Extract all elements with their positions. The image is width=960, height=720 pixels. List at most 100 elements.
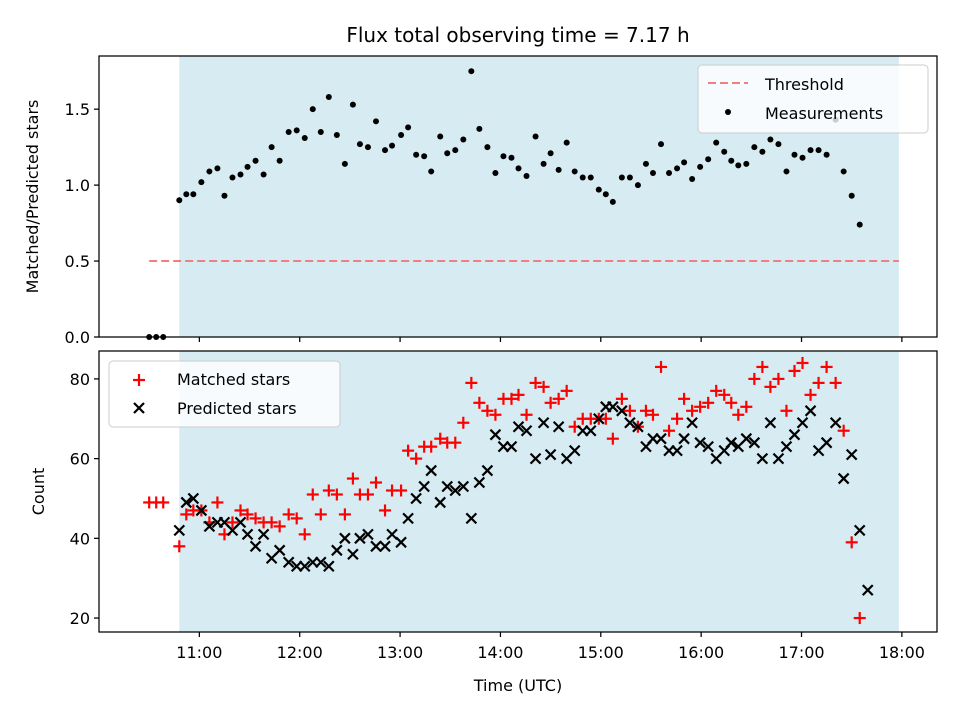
bottom-y-axis-label: Count [29,468,48,516]
measurement-point [840,168,847,175]
x-tick-label: 17:00 [778,643,824,662]
measurement-point [587,174,594,181]
measurement-point [293,127,300,134]
measurement-point [389,142,396,149]
predicted-star-point [568,444,581,457]
measurement-point [333,131,340,138]
predicted-star-point [187,492,200,505]
measurement-point [791,151,798,158]
predicted-star-point [315,556,327,569]
measurement-point [428,168,435,175]
predicted-star-point [362,528,374,541]
matched-star-point [314,508,327,521]
measurement-point [848,192,855,199]
predicted-star-point [481,464,494,477]
matched-star-point [265,516,278,529]
matched-star-point [457,416,470,429]
matched-star-point [732,408,745,421]
predicted-star-point [370,540,382,553]
matched-star-point [306,488,319,501]
predicted-star-point [234,516,247,529]
top-y-tick-label: 1.5 [65,100,90,119]
predicted-star-point [203,520,216,533]
matched-star-point [756,360,769,373]
x-tick-label: 18:00 [879,643,925,662]
predicted-star-point [694,436,706,449]
measurement-point [364,144,371,151]
matched-star-point [710,384,723,397]
predicted-star-point [655,432,667,445]
matched-star-point [655,360,668,373]
matched-star-point [379,504,392,517]
matched-star-point [273,520,286,533]
matched-star-point [718,388,731,401]
matched-star-point [678,392,691,405]
matched-star-point [402,444,415,457]
predicted-star-point [725,436,738,449]
measurement-point [183,191,190,198]
matched-star-point [853,612,866,625]
measurement-point [799,154,806,161]
predicted-star-point [584,424,597,437]
predicted-star-point [323,560,335,573]
measurement-point [807,147,814,154]
measurement-point [728,157,735,164]
predicted-star-point [449,484,462,497]
measurement-point [721,148,728,155]
predicted-star-point [796,416,809,429]
measurement-point [555,166,562,173]
top-panel: 0.0 0.5 1.0 1.5 Matched/Predicted stars Thr… [23,55,938,347]
top-y-tick-label: 0.5 [65,252,90,271]
x-tick-label: 12:00 [277,643,323,662]
predicted-star-point [702,440,714,453]
predicted-star-point [282,556,295,569]
matched-star-point [606,432,619,445]
measurement-point [452,147,459,154]
predicted-star-point [764,416,777,429]
predicted-star-point [788,428,801,441]
matched-star-point [796,356,809,369]
measurement-point [823,151,830,158]
x-tick-label: 11:00 [176,643,222,662]
matched-star-point [226,516,239,529]
top-y-axis-label: Matched/Predicted stars [23,100,42,294]
top-y-ticks: 0.0 0.5 1.0 1.5 [65,100,99,347]
measurement-point [413,151,420,158]
measurement-point [563,139,570,146]
matched-star-point [702,396,715,409]
x-tick-label: 14:00 [477,643,523,662]
measurement-point [626,174,633,181]
matched-star-point [241,508,254,521]
predicted-star-point [678,432,690,445]
predicted-star-point [180,496,193,509]
measurement-point [372,118,379,125]
matched-star-point [560,384,573,397]
matched-star-point [837,424,850,437]
predicted-star-point [473,476,486,489]
legend-measurements-label: Measurements [765,104,883,123]
measurement-point [674,165,681,172]
matched-star-point [804,388,817,401]
measurement-point [775,141,782,148]
predicted-star-point [395,536,407,549]
measurement-point [856,221,863,228]
bottom-x-ticks: 11:00 12:00 13:00 14:00 15:00 16:00 17:00 18:00 [176,632,925,662]
matched-star-point [249,512,262,525]
matched-star-point [330,488,343,501]
predicted-star-point [354,532,366,545]
matched-star-point [663,424,676,437]
predicted-star-point [780,440,793,453]
predicted-star-point [820,436,833,449]
measurement-point [666,169,673,176]
matched-star-point [671,412,684,425]
matched-star-point [845,536,858,549]
measurement-point [602,191,609,198]
bottom-y-tick-label: 20 [70,609,90,628]
predicted-star-point [512,420,525,433]
measurement-point [460,136,467,143]
measurement-point [341,160,348,167]
x-axis-label: Time (UTC) [473,676,562,695]
legend-predicted-label: Predicted stars [177,399,297,418]
matched-star-point [639,404,652,417]
measurement-point [276,157,283,164]
